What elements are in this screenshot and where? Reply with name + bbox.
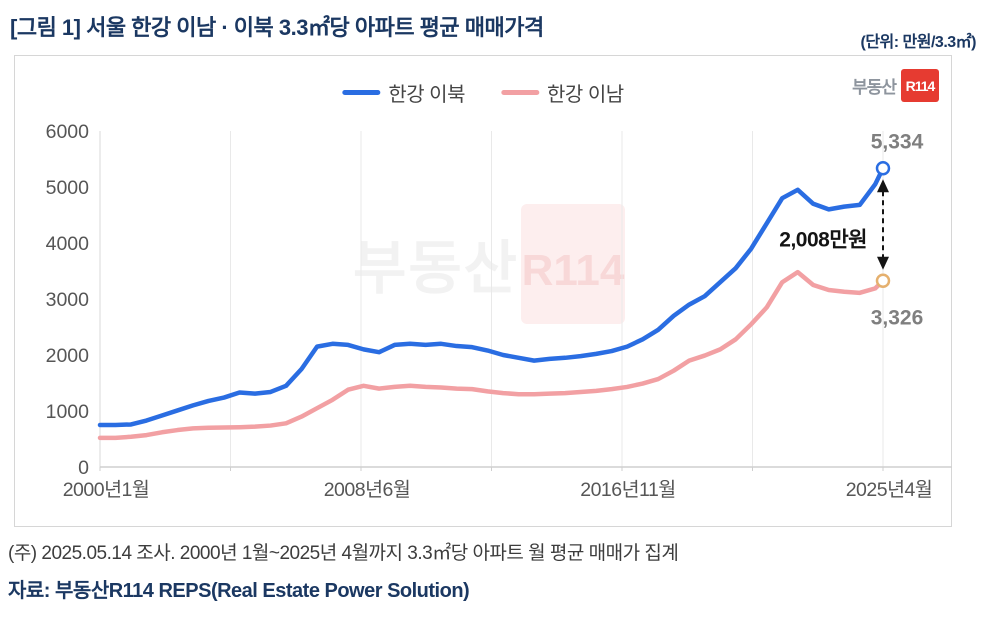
survey-note: (주) 2025.05.14 조사. 2000년 1월~2025년 4월까지 3… (8, 543, 679, 564)
data-source: 자료: 부동산R114 REPS(Real Estate Power Solut… (8, 580, 470, 602)
series-line-north (97, 269, 886, 441)
legend-label-north: 한강 이남 (547, 84, 624, 106)
legend-item-north: 한강 이남 (501, 78, 624, 107)
y-tick-label: 3000 (46, 289, 90, 311)
y-tick-label: 0 (78, 457, 89, 479)
legend-item-south: 한강 이북 (342, 78, 465, 107)
r114-logo-text: 부동산 (852, 78, 897, 97)
svg-text:R114: R114 (522, 246, 625, 295)
price-chart: 부동산 R114 0 1000 2000 3000 4000 5000 6000 2000년1월 2… (46, 121, 952, 501)
y-tick-label: 2000 (46, 345, 90, 367)
y-tick-label: 6000 (46, 121, 90, 143)
series-line-south (97, 166, 886, 428)
page-title: [그림 1] 서울 한강 이남 · 이북 3.3㎡당 아파트 평균 매매가격 (10, 15, 544, 40)
legend-line-south-swatch (342, 90, 381, 95)
south-end-value-label: 5,334 (871, 130, 924, 153)
x-tick-label: 2008년6월 (324, 479, 411, 501)
watermark-badge (521, 204, 625, 324)
x-tick-label: 2025년4월 (846, 479, 933, 501)
north-end-value-label: 3,326 (871, 307, 924, 330)
watermark-text: 부동산 (353, 236, 519, 301)
gap-value-label: 2,008만원 (779, 229, 867, 252)
gap-arrow-up-icon (877, 179, 889, 193)
x-tick-label: 2016년11월 (580, 479, 676, 501)
y-tick-label: 1000 (46, 401, 90, 423)
r114-logo-badge-icon: R114 (901, 69, 939, 102)
south-end-marker (875, 161, 891, 176)
y-tick-label: 4000 (46, 233, 90, 255)
chart-legend: 한강 이북 한강 이남 (342, 78, 624, 107)
x-tick-label: 2000년1월 (63, 479, 150, 501)
gap-arrow-down-icon (877, 256, 889, 270)
y-tick-label: 5000 (46, 177, 90, 199)
north-end-marker (875, 273, 891, 288)
r114-logo: 부동산 R114 (852, 69, 939, 102)
unit-label: (단위: 만원/3.3㎡) (860, 34, 977, 51)
legend-label-south: 한강 이북 (388, 84, 465, 106)
legend-line-north-swatch (501, 90, 539, 95)
chart-box: 한강 이북 한강 이남 부동산 R114 부동산 R114 0 1000 2000 300… (14, 55, 952, 527)
